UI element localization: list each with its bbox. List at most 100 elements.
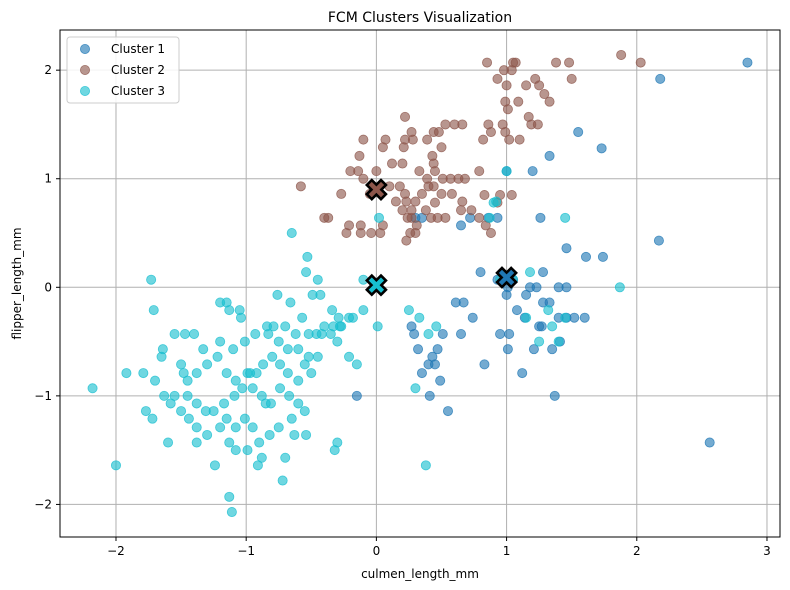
data-point [315,289,326,300]
data-point [433,127,444,138]
data-point [742,57,753,68]
data-point [459,173,470,184]
data-point [422,134,433,145]
data-point [230,445,241,456]
data-point [403,305,414,316]
data-point [301,267,312,278]
data-point [375,228,386,239]
data-point [319,212,330,223]
data-point [169,328,180,339]
data-point [504,134,515,145]
data-point [475,267,486,278]
data-point [436,188,447,199]
data-point [247,383,258,394]
data-point [521,80,532,91]
data-point [373,212,384,223]
legend-box [66,36,180,104]
data-point [280,321,291,332]
data-point [254,437,265,448]
cluster-center-marker [364,178,388,201]
y-tick-label: −2 [34,497,52,511]
data-point [478,134,489,145]
x-tick-label: −2 [107,544,125,558]
data-point [110,460,121,471]
data-point [431,321,442,332]
data-point [325,328,336,339]
data-point [597,251,608,262]
data-point [547,321,558,332]
data-point [316,328,327,339]
data-point [282,368,293,379]
data-point [528,344,539,355]
data-point [165,398,176,409]
x-axis-label: culmen_length_mm [361,567,479,581]
data-point [495,328,506,339]
data-point [344,351,355,362]
data-point [397,205,408,216]
data-point [366,228,377,239]
x-tick-label: 1 [503,544,511,558]
data-point [534,336,545,347]
data-point [410,228,421,239]
data-point [198,344,209,355]
data-point [560,312,571,323]
data-point [457,196,468,207]
data-point [332,336,343,347]
data-point [416,368,427,379]
data-point [353,166,364,177]
x-tick-label: 2 [633,544,641,558]
data-point [504,328,515,339]
data-point [538,267,549,278]
data-point [237,383,248,394]
data-point [514,134,525,145]
data-point [581,251,592,262]
data-point [235,312,246,323]
data-point [484,212,495,223]
data-point [506,65,517,76]
legend-marker [80,44,91,55]
data-point [534,321,545,332]
legend-label: Cluster 2 [111,63,165,77]
data-point [543,305,554,316]
data-point [491,196,502,207]
data-point [306,368,317,379]
data-point [358,173,369,184]
data-point [358,305,369,316]
data-point [159,390,170,401]
data-point [549,390,560,401]
data-point [347,312,358,323]
data-point [282,344,293,355]
data-point [351,390,362,401]
y-tick-label: 0 [44,280,52,294]
cluster-centers [364,178,518,297]
data-point [264,429,275,440]
data-point [525,267,536,278]
data-point [275,359,286,370]
data-point [427,150,438,161]
data-point [176,359,187,370]
data-point [286,413,297,424]
data-point [400,111,411,122]
data-point [511,305,522,316]
data-point [482,57,493,68]
data-point [502,344,513,355]
data-point [224,491,235,502]
data-point [289,429,300,440]
data-point [492,73,503,84]
data-point [230,422,241,433]
data-point [215,336,226,347]
data-point [351,359,362,370]
data-point [416,188,427,199]
cluster-center-shape [495,266,518,289]
data-point [290,328,301,339]
data-point [242,445,253,456]
x-tick-label: −1 [237,544,255,558]
data-point [230,375,241,386]
data-point [285,297,296,308]
data-point [284,390,295,401]
data-point [561,282,572,293]
data-point [485,127,496,138]
data-point [442,406,453,417]
data-point [401,235,412,246]
